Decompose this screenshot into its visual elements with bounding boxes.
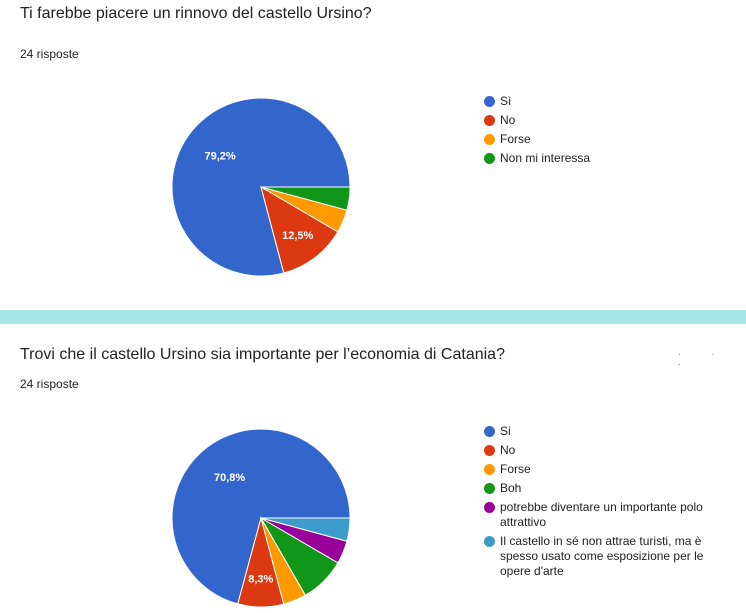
response-count: 24 risposte bbox=[20, 47, 79, 61]
pie-slice-5[interactable] bbox=[260, 517, 351, 542]
pie-chart: 79,2% 12,5% bbox=[171, 97, 351, 277]
legend-item-1[interactable]: No bbox=[484, 113, 734, 128]
question-title: Ti farebbe piacere un rinnovo del castel… bbox=[20, 5, 372, 22]
question-card-2: Trovi che il castello Ursino sia importa… bbox=[0, 324, 746, 613]
legend-dot-icon bbox=[484, 153, 495, 164]
legend-dot-icon bbox=[484, 502, 495, 513]
legend-item-4[interactable]: potrebbe diventare un importante polo at… bbox=[484, 500, 734, 530]
legend-dot-icon bbox=[484, 115, 495, 126]
legend-item-3[interactable]: Boh bbox=[484, 481, 734, 496]
legend: Sì No Forse Non mi interessa bbox=[484, 94, 734, 170]
legend: Si No Forse Boh potrebbe diventare un import… bbox=[484, 424, 734, 583]
legend-label: Non mi interessa bbox=[500, 151, 591, 165]
slice-label-1: 12,5% bbox=[282, 230, 313, 242]
slice-label-0: 79,2% bbox=[204, 151, 235, 163]
question-title: Trovi che il castello Ursino sia importa… bbox=[20, 346, 505, 363]
legend-item-5[interactable]: Il castello in sé non attrae turisti, ma… bbox=[484, 534, 734, 579]
legend-dot-icon bbox=[484, 134, 495, 145]
legend-item-2[interactable]: Forse bbox=[484, 462, 734, 477]
pie-slice-1[interactable] bbox=[260, 185, 339, 274]
pie-slice-3[interactable] bbox=[260, 186, 351, 211]
legend-dot-icon bbox=[484, 464, 495, 475]
legend-label: No bbox=[500, 443, 516, 457]
legend-dot-icon bbox=[484, 536, 495, 547]
response-count: 24 risposte bbox=[20, 377, 79, 391]
card-separator bbox=[0, 310, 746, 324]
legend-dot-icon bbox=[484, 96, 495, 107]
question-card-1: Ti farebbe piacere un rinnovo del castel… bbox=[20, 5, 734, 277]
legend-label: No bbox=[500, 113, 516, 127]
legend-dot-icon bbox=[484, 445, 495, 456]
slice-label-1: 8,3% bbox=[248, 574, 273, 586]
legend-label: Si bbox=[500, 424, 511, 438]
legend-label: Il castello in sé non attrae turisti, ma… bbox=[500, 534, 704, 578]
legend-dot-icon bbox=[484, 426, 495, 437]
legend-dot-icon bbox=[484, 483, 495, 494]
more-options-icon[interactable]: . . . bbox=[678, 347, 729, 368]
legend-item-2[interactable]: Forse bbox=[484, 132, 734, 147]
legend-label: Forse bbox=[500, 132, 531, 146]
legend-item-0[interactable]: Sì bbox=[484, 94, 734, 109]
legend-item-1[interactable]: No bbox=[484, 443, 734, 458]
pie-chart: 70,8% 8,3% bbox=[171, 428, 351, 608]
legend-item-0[interactable]: Si bbox=[484, 424, 734, 439]
slice-label-0: 70,8% bbox=[214, 472, 245, 484]
legend-label: Sì bbox=[500, 94, 512, 108]
legend-label: Forse bbox=[500, 462, 531, 476]
legend-label: Boh bbox=[500, 481, 522, 495]
legend-label: potrebbe diventare un importante polo at… bbox=[500, 500, 703, 529]
legend-item-3[interactable]: Non mi interessa bbox=[484, 151, 734, 166]
